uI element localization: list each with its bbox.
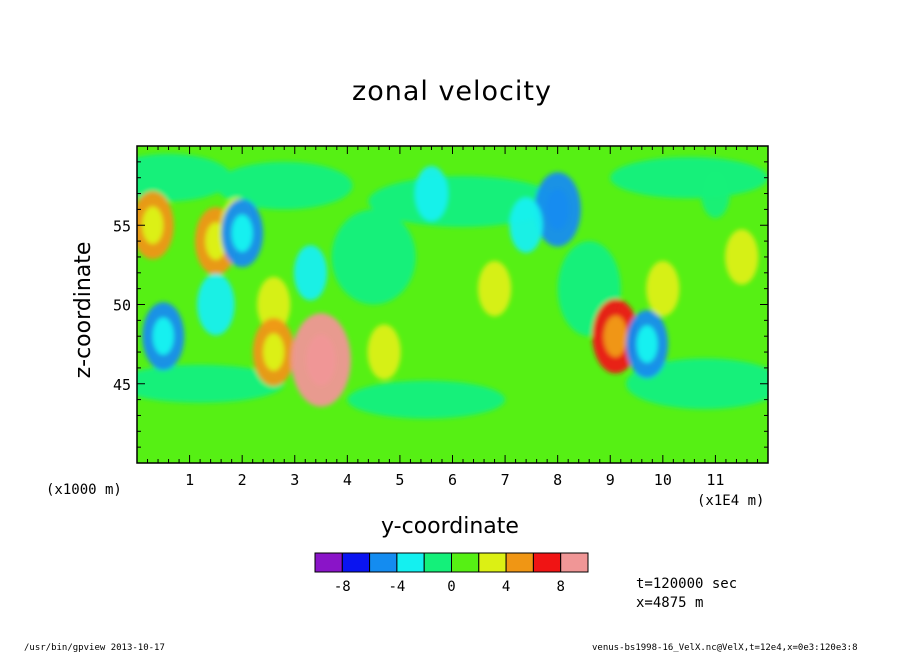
heatmap-cell-core xyxy=(603,315,628,357)
heatmap-patch xyxy=(626,358,768,410)
heatmap-cell xyxy=(414,165,449,222)
colorbar-swatch xyxy=(341,552,371,573)
x-tick-label: 9 xyxy=(606,471,615,489)
heatmap-cell-core xyxy=(152,317,174,355)
x-tick-label: 8 xyxy=(553,471,562,489)
colorbar-swatch xyxy=(532,552,562,573)
heatmap-cell-core xyxy=(306,334,336,386)
colorbar: -8 -4 0 4 8 xyxy=(314,552,589,595)
x-tick-label: 2 xyxy=(238,471,247,489)
colorbar-swatch xyxy=(396,552,425,573)
colorbar-swatch xyxy=(560,552,589,573)
heatmap-cell xyxy=(197,273,235,336)
colorbar-tick-label: -8 xyxy=(334,579,351,595)
heatmap-patch xyxy=(137,153,232,202)
colorbar-swatch xyxy=(369,552,398,573)
heatmap-field xyxy=(137,146,768,463)
x-tick-label: 4 xyxy=(343,471,352,489)
heatmap-cell xyxy=(509,197,543,253)
heatmap-cell xyxy=(257,276,291,333)
heatmap-patch xyxy=(331,209,416,305)
position-info: x=4875 m xyxy=(636,595,704,611)
x-tick-label: 6 xyxy=(448,471,457,489)
x-tick-label: 1 xyxy=(185,471,194,489)
heatmap-cell xyxy=(367,324,401,380)
heatmap-patch xyxy=(215,161,353,210)
z-unit-note: (x1000 m) xyxy=(46,482,122,498)
heatmap-cell xyxy=(701,169,730,218)
heatmap-cell xyxy=(293,245,328,301)
colorbar-swatch xyxy=(423,552,453,573)
heatmap-cell-core xyxy=(636,325,658,363)
x-tick-label: 3 xyxy=(290,471,299,489)
x-tick-label: 5 xyxy=(395,471,404,489)
heatmap-patch xyxy=(137,364,285,403)
heatmap-cell xyxy=(646,261,680,317)
y-tick-label: 45 xyxy=(113,376,131,394)
x-axis-label: y-coordinate xyxy=(381,514,519,539)
x-unit-note: (x1E4 m) xyxy=(697,493,765,509)
heatmap-cell xyxy=(477,261,512,317)
colorbar-swatch xyxy=(505,552,534,573)
time-info: t=120000 sec xyxy=(636,576,738,592)
heatmap-patch xyxy=(610,157,768,199)
footer-right: venus-bs1998-16_VelX.nc@VelX,t=12e4,x=0e… xyxy=(592,643,858,653)
colorbar-tick-label: 8 xyxy=(556,579,564,595)
footer-left: /usr/bin/gpview 2013-10-17 xyxy=(24,643,165,653)
x-tick-label: 7 xyxy=(501,471,510,489)
colorbar-swatch xyxy=(478,552,507,573)
y-tick-label: 50 xyxy=(113,297,131,315)
heatmap-cell-core xyxy=(142,206,164,244)
y-tick-label: 55 xyxy=(113,217,131,235)
heatmap-patch xyxy=(347,380,506,419)
colorbar-tick-label: -4 xyxy=(388,579,405,595)
colorbar-tick-label: 4 xyxy=(502,579,510,595)
y-axis-label: z-coordinate xyxy=(71,241,96,379)
colorbar-tick-label: 0 xyxy=(447,579,455,595)
x-tick-label: 11 xyxy=(706,471,724,489)
heatmap-cell-core xyxy=(231,214,253,252)
chart-title: zonal velocity xyxy=(352,76,552,107)
x-tick-label: 10 xyxy=(654,471,672,489)
heatmap-cell-core xyxy=(263,333,285,371)
colorbar-swatch xyxy=(451,552,480,573)
heatmap-cell xyxy=(725,229,759,285)
heatmap-cell-core xyxy=(546,188,570,230)
colorbar-swatch xyxy=(314,552,343,573)
